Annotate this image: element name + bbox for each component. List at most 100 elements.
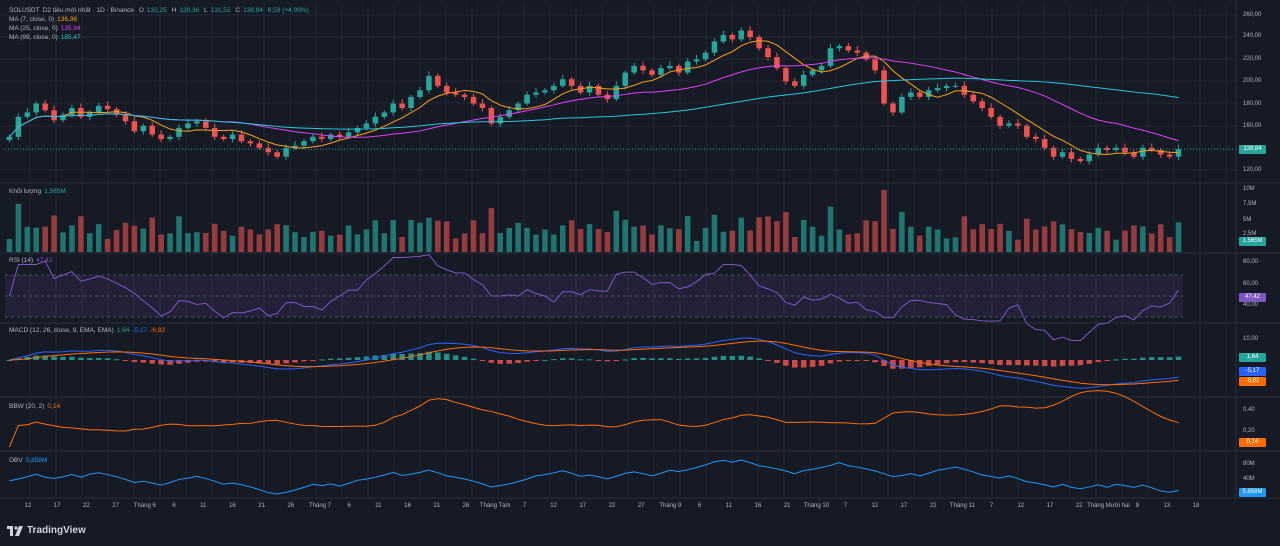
volume-axis-label: 2,5M [1243,231,1257,237]
candle-body [203,121,209,128]
macd-histogram-bar [51,356,57,360]
price-axis-label: 180,00 [1243,101,1262,107]
volume-bar [1166,237,1173,252]
time-axis-label: 16 [754,503,762,509]
candle-body [470,96,477,104]
volume-bar [934,229,941,252]
bbw-axis-label: 0,40 [1243,407,1255,413]
volume-bar [952,237,959,252]
volume-bar [211,223,218,252]
macd-histogram-bar [363,356,370,360]
rsi-legend[interactable]: RSI (14) 47,42 [9,256,55,265]
obv-legend[interactable]: OBV 5,858M [9,456,50,465]
macd-histogram-bar [747,356,753,360]
candle-body [6,136,13,141]
bbw-legend[interactable]: BBW (20, 2) 0,14 [9,402,63,411]
ma25-legend[interactable]: MA (25, close, 0) 135,94 [9,24,84,33]
macd-histogram-bar [435,352,441,360]
volume-bar [327,235,334,252]
volume-label: Khối lượng [9,188,42,195]
volume-axis-label: 7,5M [1243,201,1257,207]
macd-histogram-bar [131,360,138,363]
time-axis-label: 6 [172,503,176,509]
macd-histogram-bar [916,360,923,368]
candle-body [908,92,914,97]
macd-histogram-bar [925,360,932,366]
volume-legend[interactable]: Khối lượng 1,565M [9,187,69,196]
time-axis-label: Tháng Mười hai [1087,503,1130,509]
candle-body [390,103,396,113]
ma99-legend[interactable]: MA (99, close, 0) 185,47 [9,33,84,42]
macd-histogram-bar [792,360,798,368]
macd-legend[interactable]: MACD (12, 26, close, 9, EMA, EMA) 1,64 -5,… [9,326,168,335]
volume-bar [435,220,441,252]
time-axis-label: 7 [989,503,994,509]
volume-bar [149,217,156,252]
time-axis-label: 16 [404,503,411,509]
volume-bar [622,219,629,252]
macd-histogram-bar [95,357,102,360]
macd-histogram-bar [1032,360,1039,366]
candle-body [1140,147,1146,157]
obv-value: 5,858M [25,457,48,464]
candle-body [738,30,745,40]
candle-body [774,57,780,69]
time-axis-label: 22 [608,503,616,509]
candle-body [381,112,388,117]
time-axis-label: 22 [83,503,90,509]
low-label: L [204,7,208,14]
volume-bar [78,216,84,252]
macd-histogram-bar [640,357,646,360]
volume-bar [60,232,66,252]
candle-body [461,94,468,97]
volume-bar [800,219,807,252]
close-label: C [235,7,241,14]
candle-body [238,134,245,142]
volume-bar [702,227,709,252]
volume-bar [1095,227,1101,252]
volume-bar [729,230,736,252]
time-axis-label: 6 [697,503,702,509]
volume-bar [604,231,611,252]
candle-body [925,90,932,97]
macd-line-value: -5,17 [132,327,148,334]
volume-bar [408,219,414,252]
macd-line [9,337,1179,389]
candle-body [1077,158,1084,162]
candle-body [854,50,861,53]
candle-body [1041,139,1048,148]
macd-histogram-bar [577,359,584,361]
candle-body [256,143,263,148]
rsi-line [8,254,1179,342]
volume-bar [488,208,495,252]
macd-histogram-bar [890,360,896,369]
candle-body [747,30,753,38]
macd-histogram-bar [533,360,539,361]
time-axis-label: 21 [258,503,265,509]
volume-bar [381,233,388,252]
volume-bar [747,230,753,252]
macd-histogram-bar [622,359,629,361]
candle-body [345,132,352,137]
macd-signal-tag: -6,82 [1239,377,1266,386]
macd-histogram-bar [167,360,173,365]
price-axis-label: 240,00 [1243,33,1262,39]
candle-body [24,112,31,117]
macd-histogram-bar [336,358,343,360]
candle-body [372,116,379,124]
macd-histogram-bar [229,360,236,363]
volume-bar [479,233,486,252]
volume-bar [1050,221,1057,252]
macd-histogram-bar [863,360,869,362]
volume-bar [586,224,593,252]
volume-bar [1015,239,1021,252]
volume-bar [238,226,245,252]
macd-histogram-bar [613,360,620,361]
ma7-legend[interactable]: MA (7, close, 0) 136,98 [9,15,80,24]
macd-histogram-bar [1140,357,1146,360]
tradingview-logo[interactable]: TradingView [7,525,86,536]
macd-histogram-bar [551,359,557,361]
macd-line-tag: -5,17 [1239,367,1266,376]
